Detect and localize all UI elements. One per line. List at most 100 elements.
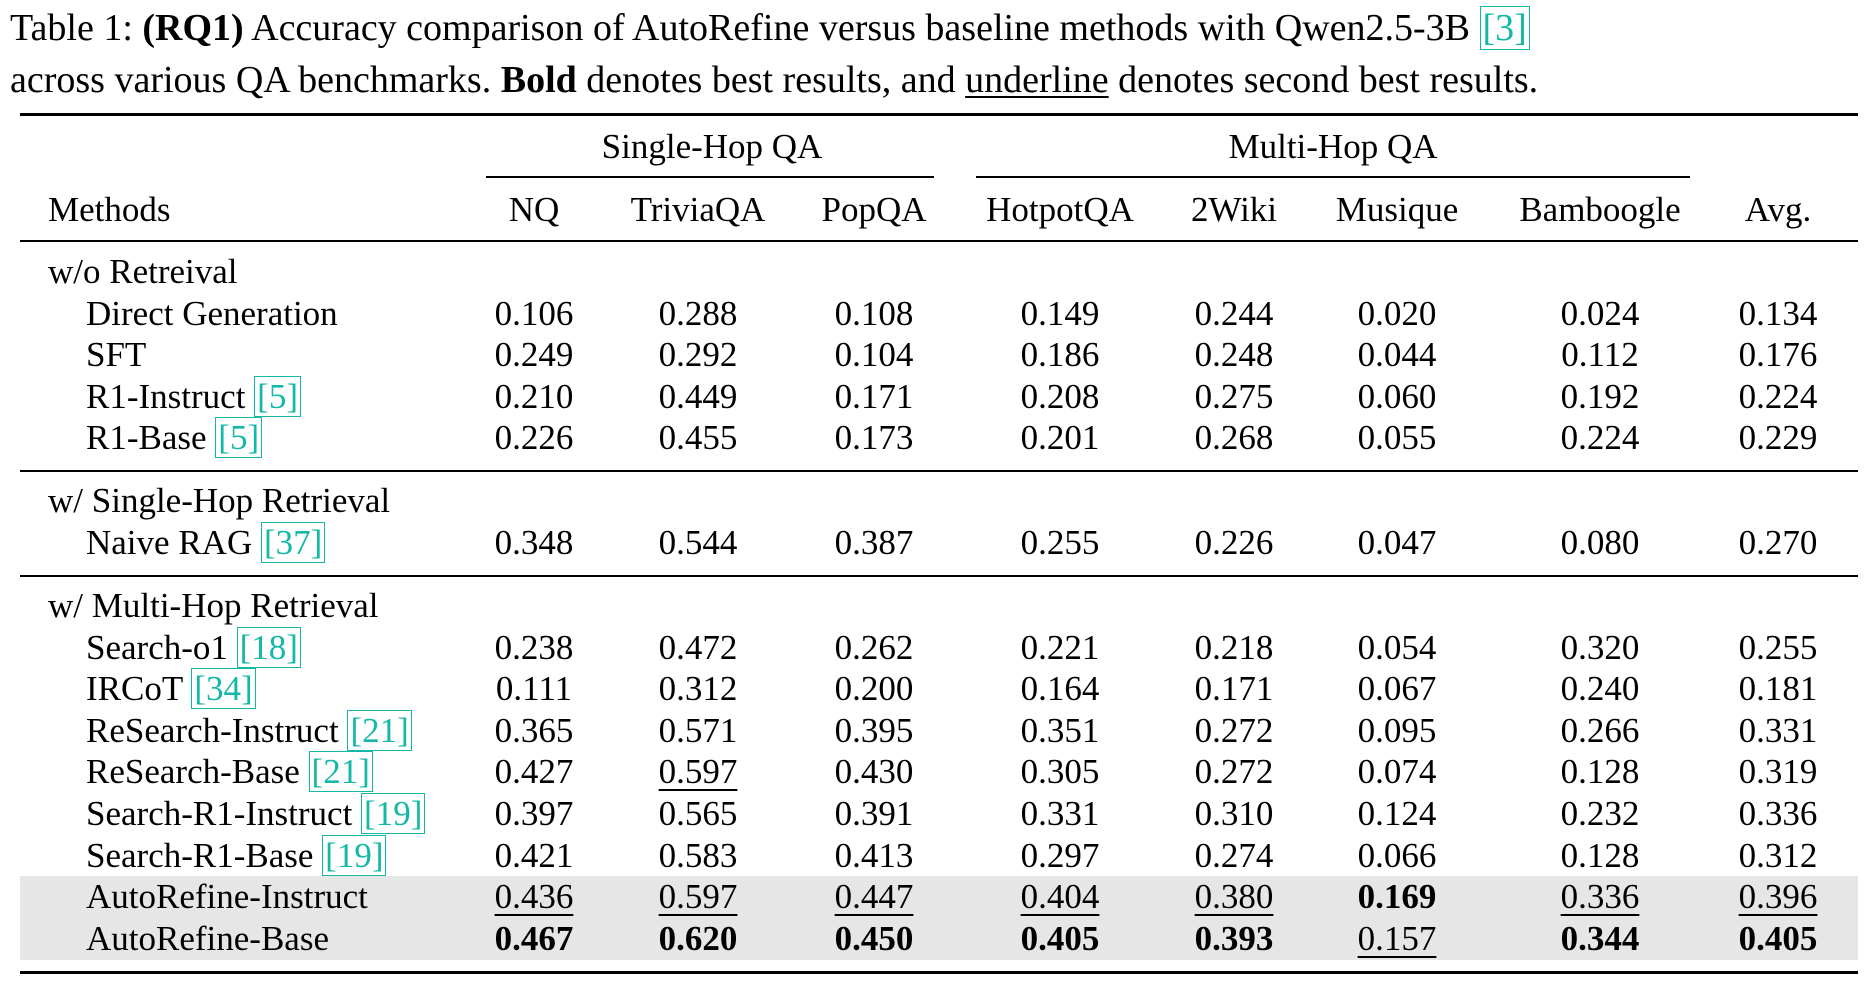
table-cell: 0.312 xyxy=(1738,835,1818,875)
table-cell: 0.331 xyxy=(1738,710,1818,750)
group-rule-single-hop xyxy=(486,176,934,178)
table-cell: 0.310 xyxy=(1194,794,1274,833)
table-cell: 0.583 xyxy=(658,835,738,875)
table-cell: 0.331 xyxy=(1020,794,1100,833)
table-cell: 0.597 xyxy=(658,877,738,917)
method-name: Naive RAG [37] xyxy=(86,521,326,563)
citation-link[interactable]: [5] xyxy=(215,417,263,459)
table-cell: 0.571 xyxy=(658,710,738,750)
method-name: Search-R1-Instruct [19] xyxy=(86,793,426,834)
table-cell: 0.124 xyxy=(1357,794,1437,833)
method-name: AutoRefine-Base xyxy=(86,918,329,958)
table-cell: 0.111 xyxy=(495,669,573,709)
citation-link[interactable]: [18] xyxy=(236,626,301,668)
table-cell: 0.192 xyxy=(1560,376,1640,416)
table-cell: 0.226 xyxy=(1194,522,1274,562)
table-cell: 0.108 xyxy=(834,293,914,333)
table-cell: 0.060 xyxy=(1357,376,1437,416)
table-cell: 0.455 xyxy=(658,418,738,458)
table-cell: 0.255 xyxy=(1738,627,1818,667)
section-rule xyxy=(20,575,1858,577)
table-cell: 0.232 xyxy=(1560,794,1640,833)
table-cell: 0.427 xyxy=(494,752,574,792)
table-cell: 0.169 xyxy=(1357,877,1437,917)
group-header-multi-hop: Multi-Hop QA xyxy=(1228,127,1438,166)
table-cell: 0.200 xyxy=(834,669,914,709)
group-header-single-hop: Single-Hop QA xyxy=(601,127,823,166)
table-cell: 0.112 xyxy=(1561,335,1639,375)
table-cell: 0.344 xyxy=(1560,918,1640,958)
table-cell: 0.597 xyxy=(658,752,738,792)
table-cell: 0.365 xyxy=(494,710,574,750)
table-cell: 0.270 xyxy=(1738,522,1818,562)
table-cell: 0.387 xyxy=(834,522,914,562)
table-cell: 0.201 xyxy=(1020,418,1100,458)
header-rule xyxy=(20,240,1858,242)
table-cell: 0.421 xyxy=(494,835,574,875)
table-cell: 0.171 xyxy=(834,376,914,416)
table-cell: 0.128 xyxy=(1560,835,1640,875)
column-header-2wiki: 2Wiki xyxy=(1190,190,1278,229)
table-cell: 0.336 xyxy=(1560,877,1640,917)
table-cell: 0.447 xyxy=(834,877,914,917)
table-cell: 0.095 xyxy=(1357,710,1437,750)
citation-link[interactable]: [5] xyxy=(254,375,301,417)
table-cell: 0.157 xyxy=(1357,918,1437,958)
citation-link[interactable]: [19] xyxy=(361,793,426,834)
table-cell: 0.176 xyxy=(1738,335,1818,375)
method-name: Search-R1-Base [19] xyxy=(86,834,387,876)
caption-line-1: Table 1: (RQ1) Accuracy comparison of Au… xyxy=(10,2,1860,54)
citation-link[interactable]: [3] xyxy=(1479,6,1530,50)
table-cell: 0.268 xyxy=(1194,418,1274,458)
table-cell: 0.380 xyxy=(1194,877,1274,917)
table-cell: 0.404 xyxy=(1020,877,1100,917)
column-header-triviaqa: TriviaQA xyxy=(630,190,766,229)
table-cell: 0.224 xyxy=(1560,418,1640,458)
table-cell: 0.240 xyxy=(1560,669,1640,709)
citation-link[interactable]: [34] xyxy=(191,668,256,710)
table-cell: 0.397 xyxy=(494,794,574,833)
method-name: Search-o1 [18] xyxy=(86,626,301,668)
table-cell: 0.319 xyxy=(1738,752,1818,792)
table-cell: 0.128 xyxy=(1560,752,1640,792)
table-cell: 0.297 xyxy=(1020,835,1100,875)
table-cell: 0.249 xyxy=(494,335,574,375)
table-cell: 0.229 xyxy=(1738,418,1818,458)
table-cell: 0.351 xyxy=(1020,710,1100,750)
table-cell: 0.467 xyxy=(494,918,574,958)
citation-link[interactable]: [19] xyxy=(322,834,387,876)
citation-link[interactable]: [37] xyxy=(260,521,326,563)
method-name: SFT xyxy=(86,335,147,375)
table-cell: 0.020 xyxy=(1357,293,1437,333)
table-cell: 0.272 xyxy=(1194,752,1274,792)
table-cell: 0.275 xyxy=(1194,376,1274,416)
table-cell: 0.067 xyxy=(1357,669,1437,709)
section-title: w/ Multi-Hop Retrieval xyxy=(48,586,379,625)
table-cell: 0.620 xyxy=(658,918,738,958)
table-cell: 0.080 xyxy=(1560,522,1640,562)
table-cell: 0.312 xyxy=(658,669,738,709)
column-header-musique: Musique xyxy=(1335,190,1459,229)
citation-link[interactable]: [21] xyxy=(308,751,373,793)
top-rule xyxy=(20,113,1858,116)
table-cell: 0.221 xyxy=(1020,627,1100,667)
table-cell: 0.272 xyxy=(1194,710,1274,750)
citation-link[interactable]: [21] xyxy=(347,709,412,751)
table-cell: 0.472 xyxy=(658,627,738,667)
table-cell: 0.405 xyxy=(1020,918,1100,958)
table-cell: 0.024 xyxy=(1560,293,1640,333)
column-header-methods: Methods xyxy=(48,190,171,229)
table-cell: 0.171 xyxy=(1194,669,1274,709)
column-header-avg: Avg. xyxy=(1744,190,1812,229)
column-header-popqa: PopQA xyxy=(821,190,927,229)
caption-underline-word: underline xyxy=(965,59,1109,101)
table-cell: 0.173 xyxy=(834,418,914,458)
table-cell: 0.565 xyxy=(658,794,738,833)
highlight-row-background xyxy=(20,917,1858,960)
table-cell: 0.348 xyxy=(494,522,574,562)
table-cell: 0.449 xyxy=(658,376,738,416)
table-cell: 0.074 xyxy=(1357,752,1437,792)
bottom-rule xyxy=(20,971,1858,974)
table-cell: 0.405 xyxy=(1738,918,1818,958)
column-header-hotpotqa: HotpotQA xyxy=(986,190,1134,229)
